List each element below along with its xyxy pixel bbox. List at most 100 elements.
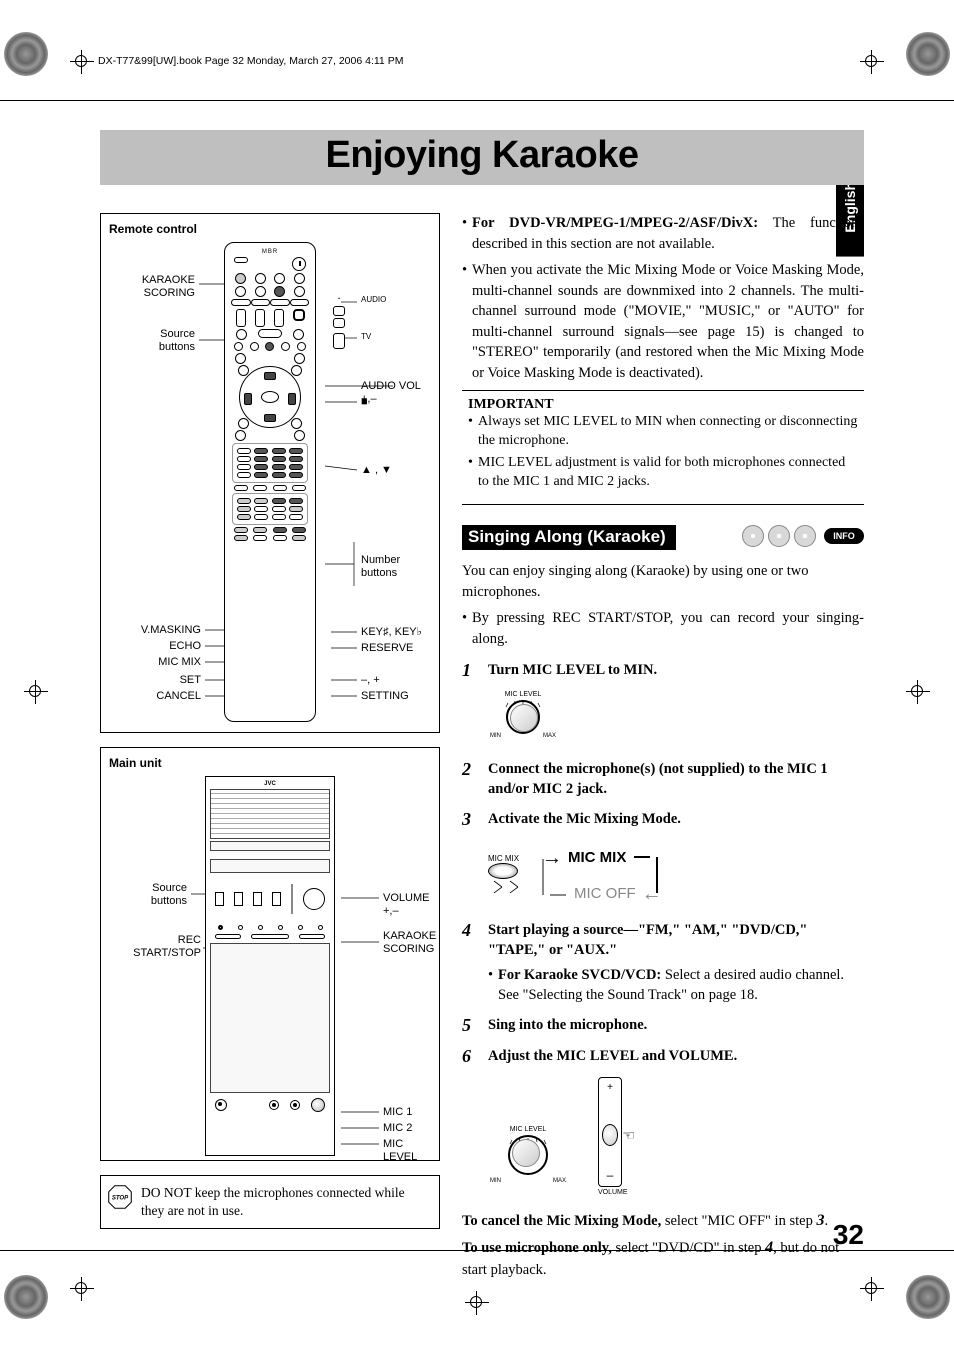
page-number: 32 <box>833 1219 864 1251</box>
callout-volume: VOLUME +,– <box>383 892 431 918</box>
figure-label: Remote control <box>109 222 431 236</box>
mic-level-knob-figure: MIC LEVEL MIN MAX <box>488 691 864 751</box>
volume-slider: + ☜ – <box>598 1077 622 1187</box>
svg-text:STOP: STOP <box>112 1196 129 1202</box>
step-body: Turn MIC LEVEL to MIN. <box>488 662 657 678</box>
callout-rec-start-stop: REC START/STOP <box>109 934 201 960</box>
step-body: Sing into the microphone. <box>488 1017 647 1033</box>
section-intro: You can enjoy singing along (Karaoke) by… <box>462 561 864 602</box>
step-number: 3 <box>462 809 478 830</box>
volume-adjust-figure: MIC LEVEL MIN MAX + ☜ – <box>488 1077 864 1196</box>
mic-only-note: To use microphone only, select "DVD/CD" … <box>462 1237 864 1280</box>
crop-corner <box>906 1275 950 1319</box>
step-number: 5 <box>462 1015 478 1036</box>
crop-mark <box>70 1277 94 1301</box>
step-number: 6 <box>462 1046 478 1067</box>
important-heading: IMPORTANT <box>468 397 858 413</box>
mic-mix-figure: MIC MIX →MIC MIX MIC OFF← <box>488 840 864 912</box>
section-intro-bullet: By pressing REC START/STOP, you can reco… <box>472 608 864 649</box>
step-1: 1 Turn MIC LEVEL to MIN. <box>462 660 864 681</box>
micmix-button-label: MIC MIX <box>488 854 524 863</box>
page-title-band: Enjoying Karaoke <box>100 130 864 185</box>
callout-karaoke-scoring: KARAOKE SCORING <box>383 930 436 956</box>
callout-micmix: MIC MIX <box>109 656 201 669</box>
warning-box: STOP DO NOT keep the microphones connect… <box>100 1175 440 1229</box>
important-item: MIC LEVEL adjustment is valid for both m… <box>478 454 858 492</box>
callout-mic-level: MIC LEVEL <box>383 1138 431 1164</box>
main-unit-illustration: JVC <box>205 776 335 1156</box>
crop-mark <box>465 1291 489 1315</box>
callout-key: KEY♯, KEY♭ <box>361 626 422 639</box>
step-body: Start playing a source—"FM," "AM," "DVD/… <box>488 922 807 958</box>
step-3: 3 Activate the Mic Mixing Mode. <box>462 809 864 830</box>
header-filename: DX-T77&99[UW].book Page 32 Monday, March… <box>98 55 403 67</box>
crop-corner <box>4 1275 48 1319</box>
note-item: When you activate the Mic Mixing Mode or… <box>472 260 864 383</box>
stop-icon: STOP <box>107 1184 133 1210</box>
knob-min: MIN <box>490 733 501 739</box>
step-number: 4 <box>462 920 478 1005</box>
note-bold: For DVD-VR/MPEG-1/MPEG-2/ASF/DivX: <box>472 215 758 231</box>
tv-button-group <box>333 333 345 349</box>
main-unit-brand: JVC <box>210 781 330 787</box>
cancel-note: To cancel the Mic Mixing Mode, select "M… <box>462 1210 864 1233</box>
callout-karaoke-scoring: KARAOKE SCORING <box>109 274 195 300</box>
step-number: 1 <box>462 660 478 681</box>
crop-corner <box>4 32 48 76</box>
step-4: 4 Start playing a source—"FM," "AM," "DV… <box>462 920 864 1005</box>
callout-stop-icon: ■ <box>361 396 368 409</box>
step-2: 2 Connect the microphone(s) (not supplie… <box>462 759 864 800</box>
main-unit-figure: Main unit Sou <box>100 747 440 1161</box>
callout-audio-label: AUDIO <box>361 295 386 305</box>
page-title: Enjoying Karaoke <box>100 134 864 177</box>
callout-mic2: MIC 2 <box>383 1122 412 1135</box>
callout-audio-vol: AUDIO VOL +,– <box>361 380 431 406</box>
remote-control-figure: Remote control <box>100 213 440 733</box>
section-heading: Singing Along (Karaoke) <box>462 525 676 550</box>
step-body: Connect the microphone(s) (not supplied)… <box>488 761 828 797</box>
media-type-icons: INFO <box>742 525 864 547</box>
audio-button-group: ⌃ <box>333 297 345 328</box>
step-body: Adjust the MIC LEVEL and VOLUME. <box>488 1048 737 1064</box>
important-item: Always set MIC LEVEL to MIN when connect… <box>478 413 858 451</box>
important-box: IMPORTANT Always set MIC LEVEL to MIN wh… <box>462 390 864 506</box>
figure-label: Main unit <box>109 756 431 770</box>
press-arrows-icon <box>488 879 524 893</box>
vol-plus: + <box>599 1082 621 1093</box>
crop-corner <box>906 32 950 76</box>
crop-mark <box>860 50 884 74</box>
hand-icon: ☜ <box>622 1128 635 1145</box>
step-5: 5 Sing into the microphone. <box>462 1015 864 1036</box>
knob-max: MAX <box>543 733 556 739</box>
micmix-off-text: MIC OFF <box>574 883 636 906</box>
crop-mark <box>860 1277 884 1301</box>
callout-mic1: MIC 1 <box>383 1106 412 1119</box>
note-item: For DVD-VR/MPEG-1/MPEG-2/ASF/DivX: The f… <box>472 213 864 254</box>
crop-mark <box>24 680 48 704</box>
knob-caption: MIC LEVEL <box>488 691 558 698</box>
crop-mark <box>906 680 930 704</box>
vol-minus: – <box>599 1168 621 1182</box>
micmix-on-text: MIC MIX <box>568 847 626 870</box>
callout-echo: ECHO <box>109 640 201 653</box>
warning-text: DO NOT keep the microphones connected wh… <box>141 1185 405 1218</box>
callout-vmasking: V.MASKING <box>109 624 201 637</box>
callout-set: SET <box>109 674 201 687</box>
callout-arrows: ▲ , ▼ <box>361 464 392 477</box>
disc-icon <box>794 525 816 547</box>
callout-setting: SETTING <box>361 690 409 703</box>
callout-number-buttons: Number buttons <box>361 554 400 580</box>
remote-illustration: MBR <box>224 242 316 722</box>
callout-tv-label: TV <box>361 332 371 342</box>
knob-max: MAX <box>553 1178 566 1184</box>
step-6: 6 Adjust the MIC LEVEL and VOLUME. <box>462 1046 864 1067</box>
info-badge: INFO <box>824 528 864 544</box>
callout-cancel: CANCEL <box>109 690 201 703</box>
header-rule <box>0 100 954 101</box>
callout-source-buttons: Source buttons <box>109 328 195 354</box>
step-number: 2 <box>462 759 478 800</box>
micmix-button-icon <box>488 863 518 879</box>
step-sub-bold: For Karaoke SVCD/VCD: <box>498 967 661 983</box>
disc-icon <box>768 525 790 547</box>
knob-min: MIN <box>490 1178 501 1184</box>
